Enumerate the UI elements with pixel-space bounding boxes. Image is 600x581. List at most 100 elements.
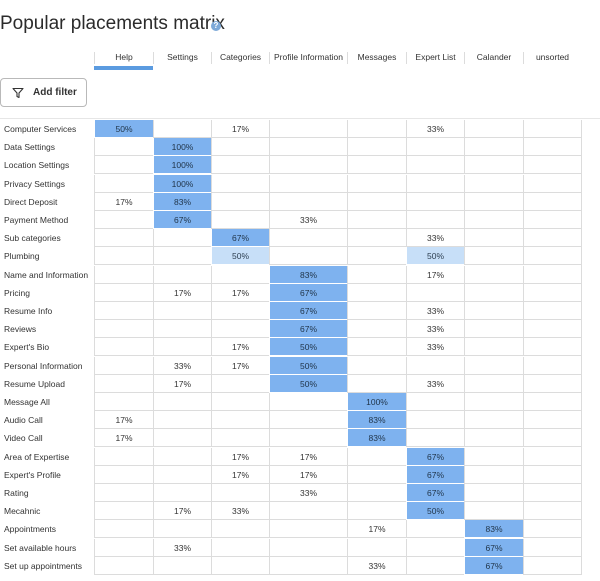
matrix-cell[interactable] — [464, 411, 523, 430]
matrix-cell[interactable] — [523, 538, 581, 557]
matrix-cell[interactable] — [153, 556, 211, 575]
matrix-cell[interactable] — [464, 320, 523, 339]
matrix-cell[interactable] — [464, 247, 523, 266]
matrix-cell[interactable] — [523, 465, 581, 484]
matrix-cell[interactable]: 17% — [211, 465, 269, 484]
matrix-cell[interactable]: 83% — [269, 265, 347, 284]
matrix-cell[interactable] — [523, 556, 581, 575]
matrix-cell[interactable]: 17% — [211, 447, 269, 466]
matrix-cell[interactable]: 100% — [153, 156, 211, 175]
matrix-cell[interactable] — [94, 502, 153, 521]
matrix-cell[interactable] — [269, 429, 347, 448]
matrix-cell[interactable] — [211, 556, 269, 575]
matrix-cell[interactable] — [406, 556, 464, 575]
matrix-cell[interactable]: 67% — [406, 465, 464, 484]
matrix-cell[interactable]: 17% — [153, 283, 211, 302]
matrix-cell[interactable] — [269, 156, 347, 175]
matrix-cell[interactable] — [211, 429, 269, 448]
matrix-cell[interactable]: 33% — [153, 356, 211, 375]
matrix-cell[interactable] — [94, 374, 153, 393]
matrix-cell[interactable] — [347, 484, 406, 502]
matrix-cell[interactable]: 50% — [269, 338, 347, 357]
column-header-8[interactable]: unsorted — [523, 52, 581, 64]
matrix-cell[interactable]: 17% — [94, 429, 153, 448]
matrix-cell[interactable] — [523, 192, 581, 211]
matrix-cell[interactable] — [406, 283, 464, 302]
matrix-cell[interactable]: 33% — [406, 338, 464, 357]
matrix-cell[interactable] — [523, 120, 581, 138]
matrix-cell[interactable] — [153, 338, 211, 357]
matrix-cell[interactable] — [94, 538, 153, 557]
matrix-cell[interactable]: 33% — [347, 556, 406, 575]
matrix-cell[interactable] — [406, 411, 464, 430]
matrix-cell[interactable]: 83% — [464, 520, 523, 539]
matrix-cell[interactable] — [153, 247, 211, 266]
matrix-cell[interactable] — [347, 192, 406, 211]
matrix-cell[interactable]: 50% — [406, 502, 464, 521]
matrix-cell[interactable]: 17% — [211, 356, 269, 375]
column-header-2[interactable]: Settings — [153, 52, 211, 64]
matrix-cell[interactable]: 17% — [269, 447, 347, 466]
matrix-cell[interactable] — [406, 520, 464, 539]
matrix-cell[interactable]: 67% — [269, 283, 347, 302]
matrix-cell[interactable] — [523, 211, 581, 229]
matrix-cell[interactable]: 17% — [153, 502, 211, 521]
matrix-cell[interactable] — [347, 502, 406, 521]
matrix-cell[interactable]: 50% — [269, 374, 347, 393]
matrix-cell[interactable]: 67% — [211, 229, 269, 248]
matrix-cell[interactable] — [464, 174, 523, 193]
matrix-cell[interactable] — [406, 138, 464, 157]
matrix-cell[interactable] — [269, 393, 347, 411]
matrix-cell[interactable] — [94, 465, 153, 484]
matrix-cell[interactable] — [153, 447, 211, 466]
matrix-cell[interactable] — [523, 393, 581, 411]
matrix-cell[interactable] — [523, 447, 581, 466]
matrix-cell[interactable] — [153, 484, 211, 502]
matrix-cell[interactable]: 33% — [406, 374, 464, 393]
matrix-cell[interactable] — [347, 156, 406, 175]
matrix-cell[interactable] — [269, 138, 347, 157]
matrix-cell[interactable] — [153, 393, 211, 411]
matrix-cell[interactable] — [347, 465, 406, 484]
matrix-cell[interactable] — [523, 229, 581, 248]
matrix-cell[interactable] — [211, 374, 269, 393]
column-header-6[interactable]: Expert List — [406, 52, 464, 64]
matrix-cell[interactable] — [464, 484, 523, 502]
matrix-cell[interactable] — [523, 283, 581, 302]
matrix-cell[interactable] — [211, 520, 269, 539]
matrix-cell[interactable] — [153, 120, 211, 138]
info-circle-icon[interactable]: ? — [211, 21, 221, 31]
matrix-cell[interactable]: 50% — [211, 247, 269, 266]
column-header-4[interactable]: Profile Information — [269, 52, 347, 64]
matrix-cell[interactable]: 17% — [406, 265, 464, 284]
matrix-cell[interactable]: 33% — [269, 484, 347, 502]
matrix-cell[interactable] — [523, 174, 581, 193]
matrix-cell[interactable]: 33% — [269, 211, 347, 229]
matrix-cell[interactable]: 17% — [269, 465, 347, 484]
matrix-cell[interactable]: 67% — [153, 211, 211, 229]
matrix-cell[interactable] — [94, 338, 153, 357]
matrix-cell[interactable] — [523, 302, 581, 320]
matrix-cell[interactable] — [94, 211, 153, 229]
matrix-cell[interactable]: 67% — [269, 320, 347, 339]
matrix-cell[interactable] — [347, 247, 406, 266]
matrix-cell[interactable] — [406, 429, 464, 448]
matrix-cell[interactable] — [464, 429, 523, 448]
matrix-cell[interactable] — [269, 247, 347, 266]
matrix-cell[interactable] — [269, 192, 347, 211]
matrix-cell[interactable] — [464, 211, 523, 229]
matrix-cell[interactable] — [523, 429, 581, 448]
matrix-cell[interactable] — [347, 174, 406, 193]
matrix-cell[interactable] — [269, 174, 347, 193]
column-header-7[interactable]: Calander — [464, 52, 523, 64]
matrix-cell[interactable] — [211, 393, 269, 411]
matrix-cell[interactable] — [94, 484, 153, 502]
matrix-cell[interactable] — [94, 138, 153, 157]
matrix-cell[interactable] — [211, 174, 269, 193]
matrix-cell[interactable] — [523, 502, 581, 521]
matrix-cell[interactable] — [269, 411, 347, 430]
matrix-cell[interactable] — [406, 192, 464, 211]
matrix-cell[interactable] — [406, 211, 464, 229]
matrix-cell[interactable]: 17% — [211, 283, 269, 302]
matrix-cell[interactable] — [94, 229, 153, 248]
